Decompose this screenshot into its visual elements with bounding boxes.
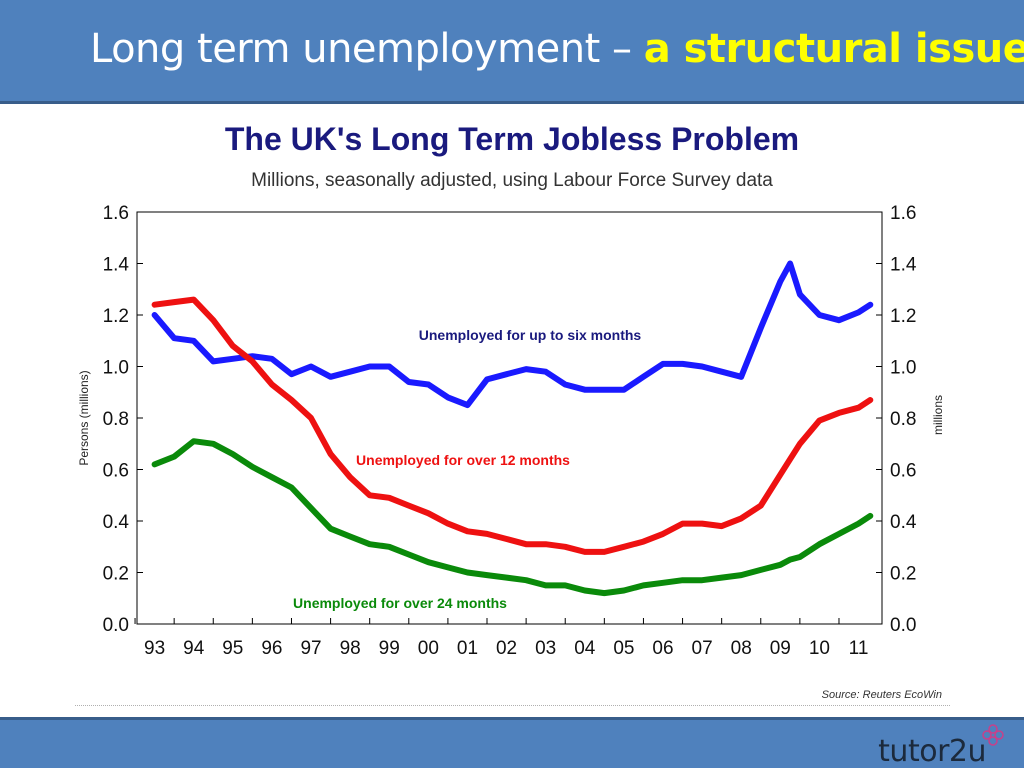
x-tick-label: 00 bbox=[418, 638, 439, 659]
chart-title: The UK's Long Term Jobless Problem bbox=[225, 121, 799, 157]
y-tick-label-left: 1.6 bbox=[103, 203, 129, 224]
x-tick-label: 93 bbox=[144, 638, 165, 659]
chart-source: Source: Reuters EcoWin bbox=[822, 689, 942, 701]
y-tick-label-left: 0.6 bbox=[103, 461, 129, 482]
y-tick-label-right: 1.2 bbox=[890, 306, 916, 327]
y-tick-label-left: 1.0 bbox=[103, 358, 129, 379]
y-tick-label-right: 1.4 bbox=[890, 255, 917, 276]
plot-area bbox=[136, 211, 883, 625]
series-layer bbox=[151, 260, 874, 597]
line-chart: The UK's Long Term Jobless Problem Milli… bbox=[77, 121, 945, 701]
y-tick-label-left: 0.0 bbox=[103, 615, 129, 636]
x-tick-label: 94 bbox=[183, 638, 205, 659]
y-tick-label-left: 0.2 bbox=[103, 564, 129, 585]
y-tick-label-right: 0.4 bbox=[890, 512, 917, 533]
divider bbox=[75, 705, 950, 706]
x-tick-label: 99 bbox=[379, 638, 400, 659]
axis-ticks: 0.0 0.0 0.2 0.2 0.4 0.4 0.6 0.6 0.8 0.8 1.0 1.0 1.2 1… bbox=[103, 203, 917, 659]
series-line-six-months bbox=[151, 260, 874, 409]
slide-title: Long term unemployment – a structural is… bbox=[90, 26, 1024, 72]
series-label-24-months: Unemployed for over 24 months bbox=[293, 595, 507, 611]
slide-title-plain: Long term unemployment – bbox=[90, 26, 644, 72]
x-tick-label: 04 bbox=[574, 638, 596, 659]
chart-subtitle: Millions, seasonally adjusted, using Lab… bbox=[251, 170, 773, 191]
slide-footer: tutor2u bbox=[0, 717, 1024, 769]
slide-header: Long term unemployment – a structural is… bbox=[0, 0, 1024, 104]
y-tick-label-left: 1.4 bbox=[103, 255, 130, 276]
x-tick-label: 09 bbox=[770, 638, 791, 659]
y-axis-label-right: millions bbox=[931, 395, 945, 435]
slide-title-highlight: a structural issue bbox=[643, 26, 1024, 72]
x-tick-label: 96 bbox=[261, 638, 282, 659]
y-tick-label-left: 0.4 bbox=[103, 512, 130, 533]
y-tick-label-right: 0.6 bbox=[890, 461, 916, 482]
brand-logo-text: tutor2u bbox=[878, 734, 986, 769]
series-line-24-months bbox=[151, 438, 874, 597]
x-tick-label: 97 bbox=[300, 638, 321, 659]
y-tick-label-left: 1.2 bbox=[103, 306, 129, 327]
x-tick-label: 95 bbox=[222, 638, 243, 659]
y-tick-label-right: 0.2 bbox=[890, 564, 916, 585]
series-label-12-months: Unemployed for over 12 months bbox=[356, 452, 570, 468]
x-tick-label: 07 bbox=[692, 638, 713, 659]
y-tick-label-left: 0.8 bbox=[103, 409, 129, 430]
x-tick-label: 98 bbox=[340, 638, 361, 659]
series-line-12-months bbox=[151, 296, 874, 555]
x-tick-label: 02 bbox=[496, 638, 517, 659]
y-tick-label-right: 0.8 bbox=[890, 409, 916, 430]
series-label-six-months: Unemployed for up to six months bbox=[419, 327, 642, 343]
x-tick-label: 10 bbox=[809, 638, 830, 659]
x-tick-label: 03 bbox=[535, 638, 556, 659]
x-tick-label: 11 bbox=[849, 638, 869, 659]
y-tick-label-right: 1.6 bbox=[890, 203, 916, 224]
y-axis-label-left: Persons (millions) bbox=[77, 370, 91, 465]
flower-logo-icon bbox=[982, 724, 1004, 746]
x-tick-label: 01 bbox=[457, 638, 478, 659]
x-tick-label: 08 bbox=[731, 638, 752, 659]
x-tick-label: 05 bbox=[613, 638, 634, 659]
y-tick-label-right: 1.0 bbox=[890, 358, 916, 379]
y-tick-label-right: 0.0 bbox=[890, 615, 916, 636]
x-tick-label: 06 bbox=[652, 638, 673, 659]
